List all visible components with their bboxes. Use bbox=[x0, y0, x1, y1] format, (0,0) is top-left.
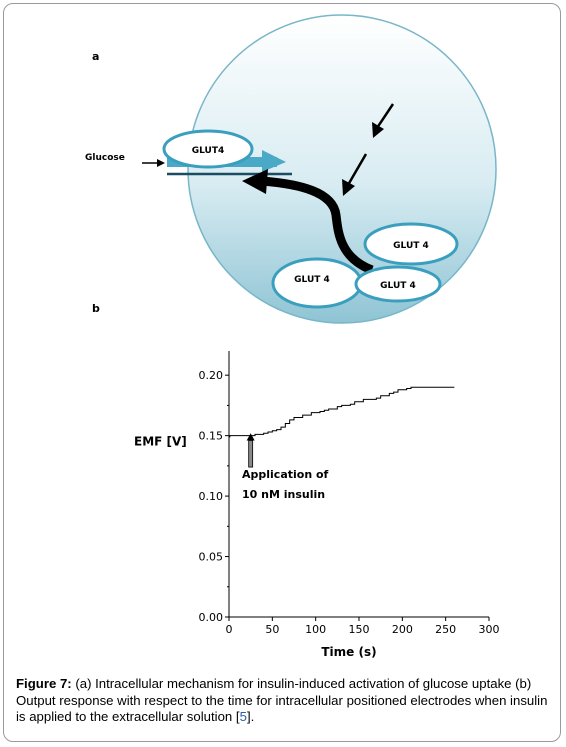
glut4-vesicle-3-label: GLUT 4 bbox=[380, 281, 416, 291]
annotation-arrow-shaft bbox=[248, 440, 254, 468]
annotation-line-1: Application of bbox=[242, 468, 329, 481]
figure-frame bbox=[3, 3, 561, 742]
glut4-membrane bbox=[162, 129, 254, 169]
y-tick-label: 0.15 bbox=[199, 430, 224, 443]
x-tick-label: 0 bbox=[226, 623, 233, 636]
y-tick-label: 0.10 bbox=[199, 490, 224, 503]
chart-ticks: 0 50 100 150 200 250 300 0.00 0.05 0.10 0.15 0.20 bbox=[199, 369, 500, 636]
glut4-vesicle-1-label: GLUT 4 bbox=[393, 241, 429, 251]
emf-time-chart: 0 50 100 150 200 250 300 0.00 0.05 0.10 0.15 0.20 E… bbox=[134, 351, 500, 659]
y-tick-label: 0.20 bbox=[199, 369, 224, 382]
caption-lead: Figure 7: bbox=[16, 676, 72, 691]
annotation-line-2: 10 nM insulin bbox=[242, 488, 325, 501]
signal-arrowhead-2-icon bbox=[342, 179, 355, 196]
annotation-arrowhead-icon bbox=[246, 433, 255, 441]
channel-arrowhead bbox=[262, 150, 286, 172]
caption-text: (a) Intracellular mechanism for insulin-… bbox=[16, 676, 548, 724]
chart-axes bbox=[228, 351, 489, 618]
glut4-vesicle-1 bbox=[363, 222, 459, 266]
insulin-mechanism-diagram: GLUT4 Glucose GLUT 4 GLUT 4 GLUT 4 bbox=[85, 14, 497, 324]
y-tick-label: 0.00 bbox=[199, 611, 224, 624]
glucose-arrowhead-icon bbox=[157, 159, 165, 167]
x-tick-label: 150 bbox=[349, 623, 370, 636]
x-tick-label: 100 bbox=[305, 623, 326, 636]
insulin-annotation: Application of 10 nM insulin bbox=[242, 433, 329, 501]
translocation-arrowhead-icon bbox=[242, 169, 268, 194]
figure-caption: Figure 7: (a) Intracellular mechanism fo… bbox=[16, 676, 552, 726]
signal-arrow-2 bbox=[346, 153, 368, 186]
x-axis-label: Time (s) bbox=[321, 645, 376, 659]
caption-reference-link[interactable]: 5 bbox=[239, 709, 247, 724]
caption-end: ]. bbox=[246, 709, 255, 724]
y-axis-label: EMF [V] bbox=[134, 434, 187, 448]
x-tick-label: 50 bbox=[265, 623, 279, 636]
emf-series-line bbox=[228, 386, 455, 617]
translocation-arrow bbox=[261, 176, 374, 275]
glut4-vesicle-2-label: GLUT 4 bbox=[294, 275, 330, 285]
panel-b-label: b bbox=[92, 302, 100, 315]
panel-a-label: a bbox=[92, 50, 100, 63]
glut4-vesicle-3 bbox=[354, 265, 442, 303]
x-tick-label: 200 bbox=[392, 623, 413, 636]
signal-arrowhead-1-icon bbox=[372, 122, 384, 138]
glucose-label: Glucose bbox=[85, 153, 125, 163]
signal-arrow-1 bbox=[375, 103, 395, 129]
glut4-membrane-label: GLUT4 bbox=[192, 146, 225, 156]
x-tick-label: 250 bbox=[435, 623, 456, 636]
x-tick-label: 300 bbox=[479, 623, 500, 636]
y-tick-label: 0.05 bbox=[199, 551, 224, 564]
